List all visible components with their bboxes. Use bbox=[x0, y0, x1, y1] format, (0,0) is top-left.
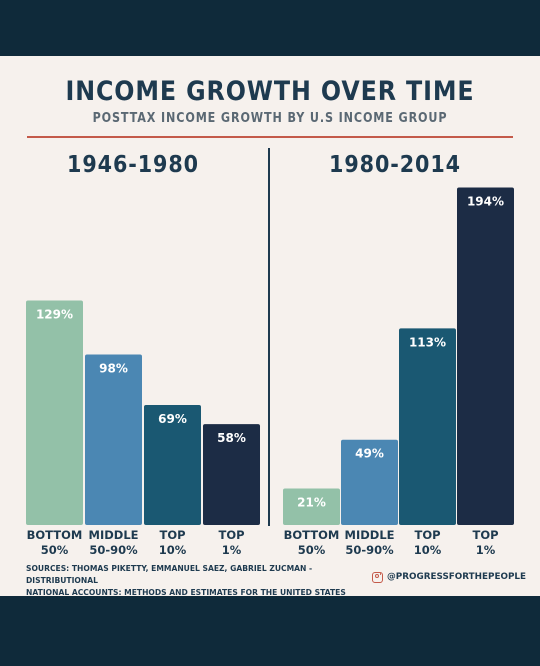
social-handle[interactable]: @PROGRESSFORTHEPEOPLE bbox=[372, 569, 526, 585]
bar-value-label: 69% bbox=[158, 412, 187, 426]
category-label: 50% bbox=[41, 543, 69, 557]
bar-1946-1980-1 bbox=[85, 354, 142, 525]
category-label: TOP bbox=[472, 528, 498, 542]
bar-value-label: 49% bbox=[355, 447, 384, 461]
category-label: BOTTOM bbox=[27, 528, 83, 542]
bar-value-label: 58% bbox=[217, 431, 246, 445]
category-label: 10% bbox=[414, 543, 442, 557]
bar-1946-1980-2 bbox=[144, 404, 201, 525]
panel-divider bbox=[268, 148, 270, 526]
top-band bbox=[0, 0, 540, 56]
sources-line-2: National Accounts: Methods and Estimates… bbox=[26, 588, 346, 597]
category-label: BOTTOM bbox=[284, 528, 340, 542]
bar-value-label: 194% bbox=[467, 194, 504, 208]
category-label: MIDDLE bbox=[345, 528, 395, 542]
infographic-card: INCOME GROWTH OVER TIME POSTTAX INCOME G… bbox=[0, 56, 540, 599]
bar-1980-2014-3 bbox=[457, 187, 514, 525]
bar-value-label: 113% bbox=[409, 335, 446, 349]
chart-subtitle: POSTTAX INCOME GROWTH BY U.S INCOME GROU… bbox=[92, 111, 448, 126]
bar-1946-1980-0 bbox=[26, 300, 83, 525]
sources-note: Sources: Thomas Piketty, Emmanuel Saez, … bbox=[26, 563, 356, 599]
category-label: 50-90% bbox=[345, 543, 394, 557]
instagram-icon bbox=[372, 571, 383, 583]
category-label: 1% bbox=[476, 543, 496, 557]
category-label: 1% bbox=[222, 543, 242, 557]
category-label: TOP bbox=[159, 528, 185, 542]
panel-title-1946-1980: 1946-1980 bbox=[67, 152, 199, 178]
sources-line-1: Sources: Thomas Piketty, Emmanuel Saez, … bbox=[26, 564, 313, 585]
category-label: TOP bbox=[414, 528, 440, 542]
category-label: 50-90% bbox=[89, 543, 138, 557]
panel-title-1980-2014: 1980-2014 bbox=[329, 152, 461, 178]
bottom-band bbox=[0, 596, 540, 666]
title-rule bbox=[27, 136, 513, 138]
category-label: MIDDLE bbox=[89, 528, 139, 542]
bar-1980-2014-0 bbox=[283, 488, 340, 525]
bar-1946-1980-3 bbox=[203, 424, 260, 525]
category-label: 50% bbox=[298, 543, 326, 557]
category-label: TOP bbox=[218, 528, 244, 542]
bar-value-label: 98% bbox=[99, 361, 128, 375]
bar-value-label: 21% bbox=[297, 495, 326, 509]
category-label: 10% bbox=[159, 543, 187, 557]
bar-1980-2014-1 bbox=[341, 439, 398, 525]
chart-title: INCOME GROWTH OVER TIME bbox=[65, 76, 475, 107]
bar-1980-2014-2 bbox=[399, 328, 456, 525]
bar-chart: 129%BOTTOM50%98%MIDDLE50-90%69%TOP10%58%… bbox=[26, 187, 514, 557]
bar-value-label: 129% bbox=[36, 308, 73, 322]
social-handle-text: @PROGRESSFORTHEPEOPLE bbox=[387, 572, 527, 582]
